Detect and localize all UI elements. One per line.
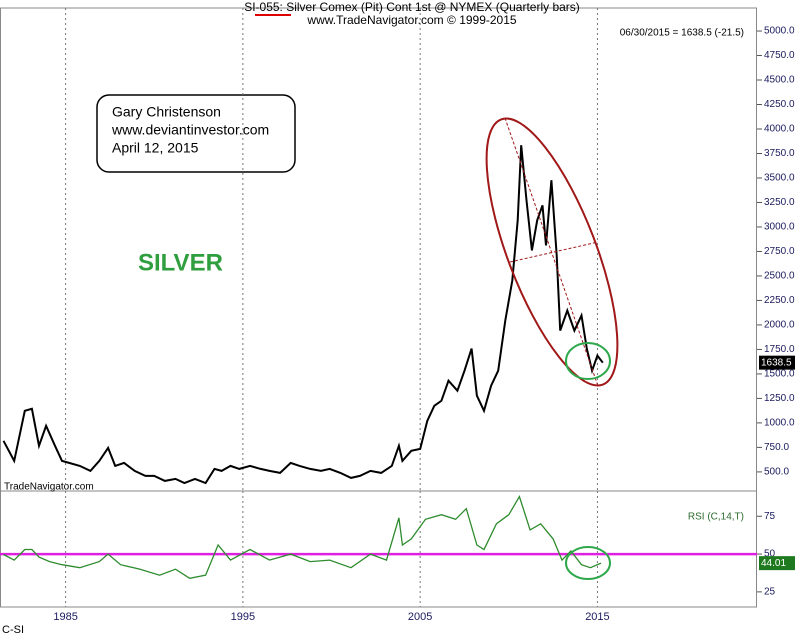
chart-title: SI-055: Silver Comex (Pit) Cont 1st @ NY…	[244, 0, 580, 14]
y-tick-label: 1000.0	[764, 418, 795, 429]
y-tick-label: 4500.0	[764, 75, 795, 86]
y-tick-label: 75	[764, 511, 776, 522]
y-tick-label: 2250.0	[764, 295, 795, 306]
last-value-box	[759, 355, 795, 370]
annotation-box	[96, 94, 296, 173]
y-tick-label: 3000.0	[764, 222, 795, 233]
y-tick-label: 50	[764, 549, 776, 560]
data-layer: 1985 1995 2005 2015 500.0 750.0 1000.0 1250.0 15…	[0, 8, 795, 623]
silver-label: SILVER	[138, 249, 223, 276]
highlight-ellipse	[485, 117, 619, 387]
highlight-circle	[565, 342, 611, 380]
y-tick-label: 5000.0	[764, 26, 795, 37]
rsi-title: RSI (C,14,T)	[688, 512, 744, 523]
annotation: April 12, 2015	[112, 140, 199, 156]
y-tick-label: 1500.0	[764, 369, 795, 380]
chart-subtitle: www.TradeNavigator.com © 1999-2015	[306, 13, 516, 27]
y-tick-label: 25	[764, 587, 776, 598]
series-line	[3, 495, 602, 579]
y-tick-label: 4750.0	[764, 50, 795, 61]
y-tick-label: 1750.0	[764, 344, 795, 355]
ellipse-axis	[504, 117, 599, 387]
y-tick-label: 3500.0	[764, 173, 795, 184]
x-tick-label: 1985	[53, 611, 77, 623]
series-line	[2, 145, 604, 485]
y-tick-label: 3750.0	[764, 148, 795, 159]
x-tick-label: 2015	[585, 611, 609, 623]
y-tick-label: 750.0	[764, 442, 789, 453]
y-tick-label: 500.0	[764, 467, 789, 478]
y-tick-label: 1250.0	[764, 393, 795, 404]
y-tick-label: 2750.0	[764, 246, 795, 257]
annotation: www.deviantinvestor.com	[111, 122, 269, 138]
y-tick-label: 4000.0	[764, 124, 795, 135]
highlight-circle	[565, 546, 611, 580]
ellipse-axis	[509, 241, 599, 263]
y-tick-label: 2500.0	[764, 271, 795, 282]
x-tick-label: 2005	[408, 611, 432, 623]
y-tick-label: 3250.0	[764, 197, 795, 208]
y-tick-label: 4250.0	[764, 99, 795, 110]
symbol-label: C-SI	[2, 624, 24, 636]
y-tick-label: 2000.0	[764, 320, 795, 331]
last-value-label: 44.01	[761, 558, 786, 569]
readout: 06/30/2015 = 1638.5 (-21.5)	[620, 28, 744, 39]
x-tick-label: 1995	[231, 611, 255, 623]
annotation: Gary Christenson	[112, 104, 221, 120]
last-value-box	[759, 556, 795, 571]
watermark: TradeNavigator.com	[4, 482, 94, 493]
last-value-label: 1638.5	[761, 357, 792, 368]
plot-frame	[0, 7, 757, 608]
